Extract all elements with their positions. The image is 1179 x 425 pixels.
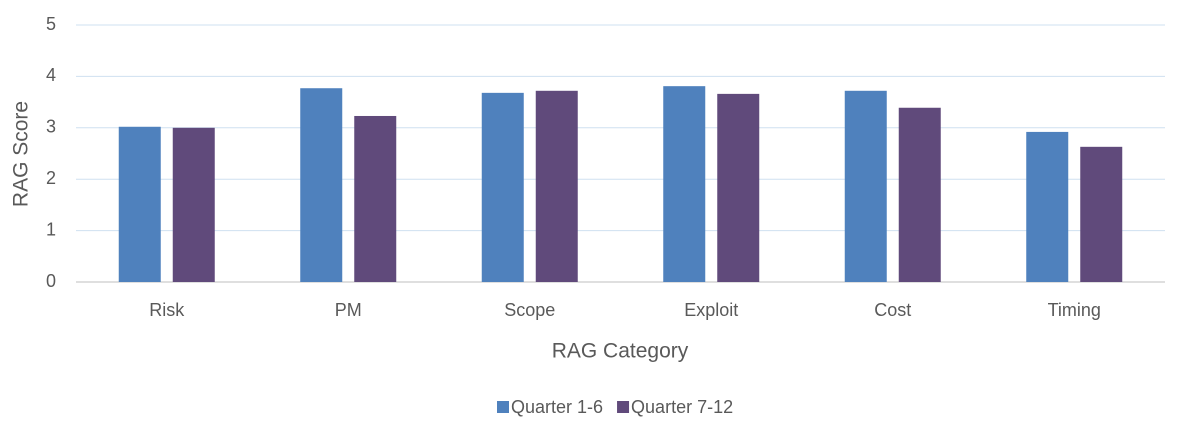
y-tick-label: 2 (46, 168, 56, 188)
x-tick-label: Exploit (684, 300, 738, 320)
y-tick-label: 5 (46, 14, 56, 34)
x-tick-label: Timing (1048, 300, 1101, 320)
bar (1026, 131, 1069, 282)
bar (898, 107, 941, 282)
legend-label: Quarter 1-6 (511, 397, 603, 417)
bar (354, 115, 397, 282)
x-tick-label: PM (335, 300, 362, 320)
y-axis-title: RAG Score (10, 101, 33, 207)
bar (300, 88, 343, 282)
x-axis-title: RAG Category (552, 340, 689, 363)
bar (172, 127, 215, 282)
legend-swatch (617, 401, 630, 413)
x-tick-label: Cost (874, 300, 911, 320)
bar (717, 93, 760, 282)
y-tick-label: 1 (46, 219, 56, 239)
legend-label: Quarter 7-12 (631, 397, 733, 417)
legend-swatch (497, 401, 509, 413)
x-tick-label: Risk (149, 300, 185, 320)
y-tick-label: 4 (46, 65, 56, 85)
bar (118, 126, 161, 282)
y-tick-label: 3 (46, 117, 56, 137)
y-tick-label: 0 (46, 271, 56, 291)
bar (481, 92, 524, 283)
x-tick-label: Scope (504, 300, 555, 320)
bar (1080, 146, 1123, 282)
bar (535, 90, 578, 283)
bar (663, 86, 706, 282)
bar (844, 90, 887, 283)
